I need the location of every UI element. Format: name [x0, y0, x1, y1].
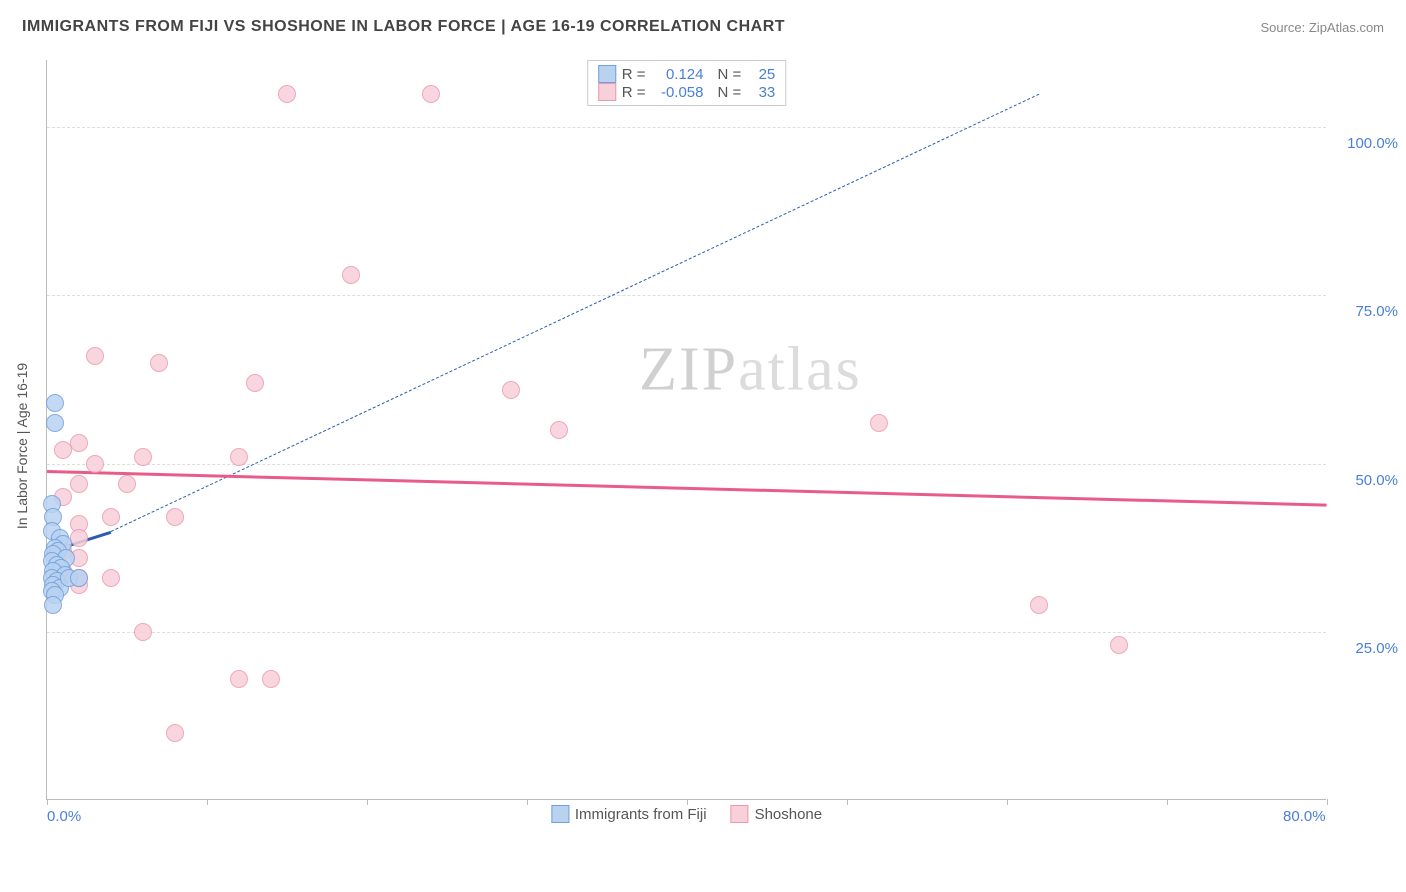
data-point — [230, 670, 248, 688]
n-value-2: 33 — [747, 84, 775, 101]
gridline — [47, 295, 1326, 296]
data-point — [46, 394, 64, 412]
n-value-1: 25 — [747, 66, 775, 83]
data-point — [246, 374, 264, 392]
data-point — [118, 475, 136, 493]
r-value-1: 0.124 — [652, 66, 704, 83]
x-tick — [207, 799, 208, 805]
x-tick-label: 0.0% — [47, 808, 81, 825]
data-point — [1030, 596, 1048, 614]
data-point — [134, 623, 152, 641]
data-point — [54, 441, 72, 459]
y-tick-label: 75.0% — [1338, 303, 1398, 320]
legend-label-2: Shoshone — [755, 806, 823, 823]
data-point — [44, 596, 62, 614]
data-point — [70, 529, 88, 547]
x-tick — [367, 799, 368, 805]
data-point — [870, 414, 888, 432]
data-point — [550, 421, 568, 439]
chart-title: IMMIGRANTS FROM FIJI VS SHOSHONE IN LABO… — [22, 18, 785, 36]
data-point — [1110, 636, 1128, 654]
data-point — [166, 508, 184, 526]
correlation-legend: R = 0.124 N = 25 R = -0.058 N = 33 — [587, 60, 787, 106]
data-point — [86, 455, 104, 473]
legend-label-1: Immigrants from Fiji — [575, 806, 707, 823]
x-tick — [847, 799, 848, 805]
x-tick-label: 80.0% — [1283, 808, 1326, 825]
x-tick — [47, 799, 48, 805]
legend-swatch-blue — [598, 65, 616, 83]
legend-swatch-pink — [598, 83, 616, 101]
watermark: ZIPatlas — [639, 335, 862, 406]
data-point — [46, 414, 64, 432]
y-tick-label: 25.0% — [1338, 640, 1398, 657]
chart-area: ZIPatlas R = 0.124 N = 25 R = -0.058 N =… — [46, 60, 1326, 800]
legend-item: Shoshone — [731, 805, 823, 823]
y-tick-label: 50.0% — [1338, 472, 1398, 489]
data-point — [230, 448, 248, 466]
r-label: R = — [622, 66, 646, 83]
y-tick-label: 100.0% — [1338, 135, 1398, 152]
data-point — [102, 569, 120, 587]
x-tick — [1007, 799, 1008, 805]
watermark-zip: ZIP — [639, 336, 738, 404]
trend-line — [111, 94, 1039, 532]
data-point — [166, 724, 184, 742]
x-tick — [527, 799, 528, 805]
r-label: R = — [622, 84, 646, 101]
data-point — [134, 448, 152, 466]
n-label: N = — [718, 84, 742, 101]
data-point — [502, 381, 520, 399]
chart-header: IMMIGRANTS FROM FIJI VS SHOSHONE IN LABO… — [22, 18, 1384, 36]
x-tick — [687, 799, 688, 805]
x-tick — [1167, 799, 1168, 805]
data-point — [86, 347, 104, 365]
data-point — [150, 354, 168, 372]
data-point — [342, 266, 360, 284]
legend-row: R = 0.124 N = 25 — [598, 65, 776, 83]
n-label: N = — [718, 66, 742, 83]
data-point — [278, 85, 296, 103]
r-value-2: -0.058 — [652, 84, 704, 101]
data-point — [70, 569, 88, 587]
legend-item: Immigrants from Fiji — [551, 805, 707, 823]
x-tick — [1327, 799, 1328, 805]
legend-row: R = -0.058 N = 33 — [598, 83, 776, 101]
source-label: Source: ZipAtlas.com — [1260, 20, 1384, 35]
data-point — [262, 670, 280, 688]
data-point — [70, 475, 88, 493]
watermark-atlas: atlas — [738, 336, 862, 404]
trend-line — [47, 470, 1327, 507]
gridline — [47, 632, 1326, 633]
legend-swatch-pink — [731, 805, 749, 823]
legend-swatch-blue — [551, 805, 569, 823]
data-point — [102, 508, 120, 526]
data-point — [70, 434, 88, 452]
series-legend: Immigrants from Fiji Shoshone — [551, 805, 822, 823]
gridline — [47, 127, 1326, 128]
y-axis-label: In Labor Force | Age 16-19 — [14, 363, 30, 529]
data-point — [422, 85, 440, 103]
